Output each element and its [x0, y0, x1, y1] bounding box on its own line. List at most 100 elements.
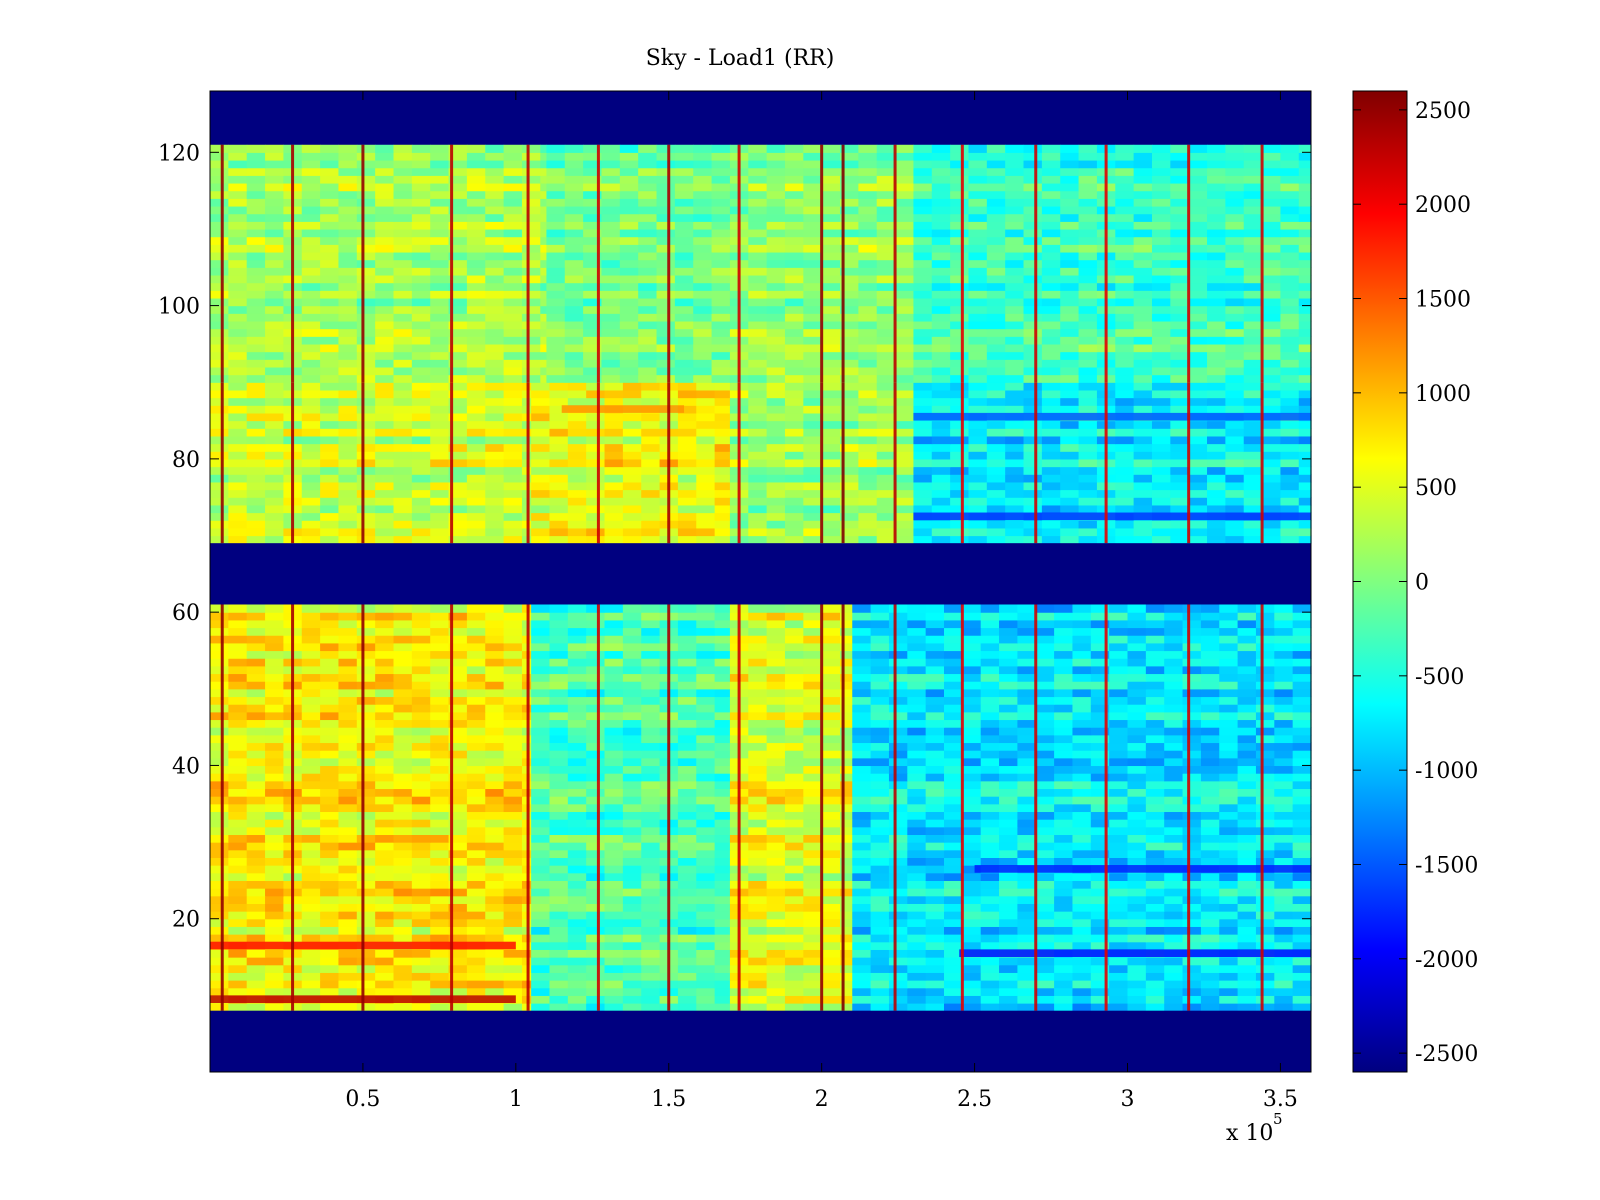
- heatmap-cell: [228, 681, 248, 690]
- heatmap-cell: [1182, 642, 1202, 652]
- heatmap-cell: [1035, 1003, 1055, 1012]
- heatmap-cell: [411, 719, 431, 728]
- heatmap-cell: [641, 665, 661, 675]
- heatmap-cell: [766, 934, 786, 943]
- heatmap-cell: [375, 803, 395, 813]
- heatmap-cell: [301, 765, 321, 774]
- heatmap-cell: [1274, 673, 1294, 682]
- heatmap-cell: [1255, 734, 1275, 744]
- heatmap-cell: [840, 320, 859, 330]
- heatmap-cell: [1182, 627, 1202, 636]
- heatmap-cell: [1060, 405, 1080, 414]
- heatmap-cell: [301, 458, 321, 468]
- heatmap-cell: [1017, 934, 1037, 943]
- heatmap-cell: [888, 980, 908, 989]
- heatmap-cell: [1072, 911, 1092, 920]
- heatmap-cell: [1170, 535, 1190, 544]
- heatmap-cell: [803, 504, 823, 514]
- heatmap-cell: [375, 359, 395, 368]
- heatmap-cell: [531, 535, 551, 544]
- heatmap-cell: [1182, 911, 1202, 920]
- heatmap-cell: [246, 658, 266, 667]
- heatmap-cell: [246, 665, 266, 675]
- heatmap-cell: [338, 443, 358, 452]
- heatmap-cell: [888, 681, 908, 690]
- heatmap-cell: [320, 435, 340, 445]
- heatmap-cell: [301, 405, 321, 414]
- heatmap-cell: [485, 512, 505, 521]
- heatmap-cell: [677, 658, 697, 667]
- heatmap-cell: [1072, 796, 1092, 805]
- heatmap-cell: [1145, 934, 1165, 943]
- heatmap-cell: [1035, 842, 1055, 851]
- heatmap-cell: [1072, 842, 1092, 851]
- heatmap-cell: [1280, 443, 1300, 452]
- heatmap-cell: [1035, 888, 1055, 897]
- heatmap-cell: [265, 428, 284, 437]
- heatmap-cell: [466, 328, 486, 337]
- heatmap-cell: [1170, 466, 1190, 475]
- heatmap-cell: [210, 428, 229, 437]
- heatmap-cell: [1072, 788, 1092, 797]
- heatmap-cell: [1188, 336, 1208, 345]
- heatmap-cell: [1182, 980, 1202, 989]
- heatmap-cell: [980, 719, 1000, 728]
- heatmap-cell: [393, 987, 413, 996]
- heatmap-cell: [803, 880, 823, 889]
- heatmap-cell: [622, 696, 642, 705]
- heatmap-cell: [604, 688, 624, 698]
- heatmap-cell: [931, 351, 951, 360]
- heatmap-cell: [604, 734, 624, 744]
- heatmap-cell: [748, 658, 768, 667]
- heatmap-cell: [1035, 696, 1055, 705]
- heatmap-cell: [356, 980, 376, 989]
- heatmap-cell: [714, 742, 731, 751]
- heatmap-cell: [1109, 934, 1129, 943]
- heatmap-cell: [907, 857, 927, 866]
- heatmap-cell: [870, 964, 890, 973]
- heatmap-cell: [531, 911, 551, 920]
- heatmap-cell: [1017, 803, 1037, 813]
- heatmap-cell: [1164, 750, 1184, 759]
- heatmap-cell: [944, 941, 963, 950]
- heatmap-cell: [228, 612, 248, 621]
- heatmap-cell: [393, 704, 413, 713]
- heatmap-cell: [356, 796, 376, 805]
- heatmap-cell: [1145, 742, 1165, 751]
- heatmap-cell: [531, 995, 551, 1004]
- heatmap-cell: [265, 872, 284, 881]
- heatmap-cell: [1060, 336, 1080, 345]
- heatmap-cell: [766, 374, 786, 383]
- heatmap-cell: [356, 918, 376, 927]
- heatmap-cell: [586, 926, 606, 935]
- heatmap-cell: [265, 412, 284, 422]
- heatmap-cell: [622, 535, 642, 544]
- heatmap-cell: [1127, 642, 1147, 652]
- heatmap-cell: [803, 918, 823, 927]
- heatmap-cell: [604, 535, 624, 544]
- heatmap-cell: [448, 895, 468, 904]
- heatmap-cell: [784, 504, 804, 514]
- heatmap-cell: [301, 880, 321, 889]
- heatmap-cell: [448, 512, 468, 521]
- heatmap-cell: [1298, 489, 1312, 498]
- heatmap-cell: [980, 903, 1000, 912]
- heatmap-cell: [1200, 1003, 1220, 1012]
- heatmap-cell: [858, 389, 878, 399]
- heatmap-cell: [301, 704, 321, 713]
- heatmap-cell: [586, 527, 606, 537]
- heatmap-cell: [265, 727, 284, 736]
- heatmap-cell: [1115, 458, 1135, 468]
- heatmap-cell: [677, 428, 697, 437]
- heatmap-cell: [852, 819, 872, 828]
- heatmap-cell: [696, 635, 716, 644]
- heatmap-cell: [1243, 489, 1263, 498]
- heatmap-cell: [674, 343, 694, 353]
- heatmap-cell: [246, 957, 266, 966]
- heatmap-cell: [888, 865, 908, 874]
- heatmap-cell: [840, 412, 859, 422]
- heatmap-cell: [962, 888, 982, 897]
- heatmap-cell: [466, 964, 486, 973]
- heatmap-cell: [210, 612, 229, 621]
- heatmap-cell: [393, 389, 413, 399]
